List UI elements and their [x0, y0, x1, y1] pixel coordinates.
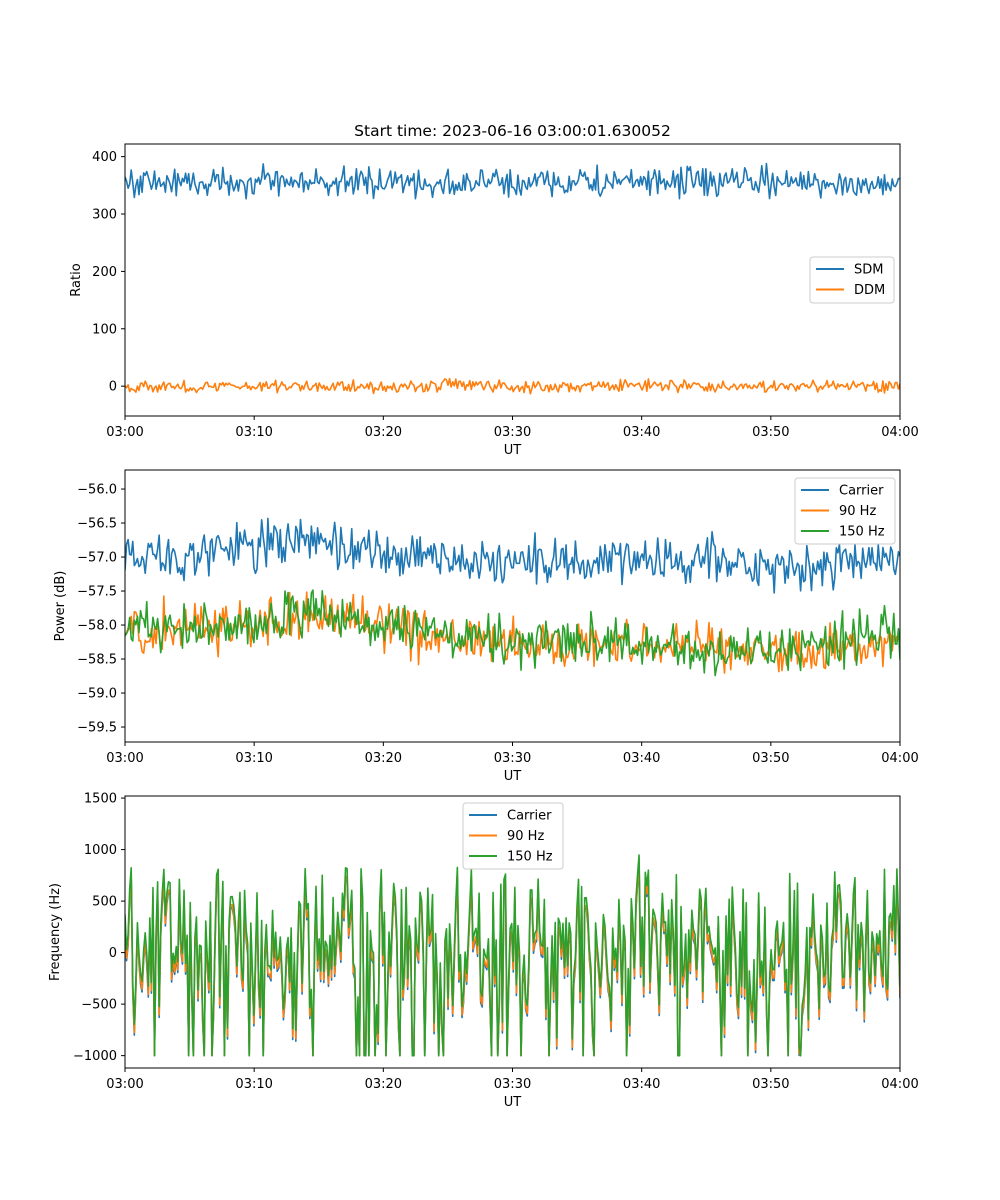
x-tick-label: 03:30: [494, 751, 531, 766]
legend-box: [794, 477, 896, 545]
x-tick-label: 03:00: [106, 425, 143, 440]
legend: Carrier 90 Hz 150 Hz: [794, 477, 896, 545]
legend: SDM DDM: [809, 256, 895, 304]
series-line-150-hz: [125, 589, 900, 677]
legend-entry: SDM: [854, 263, 883, 278]
chart-title: Start time: 2023-06-16 03:00:01.630052: [354, 122, 671, 140]
plot-frame: [124, 469, 901, 743]
y-tick-label: 500: [92, 895, 117, 910]
x-axis-label: UT: [504, 443, 522, 458]
x-tick-label: 03:00: [106, 751, 143, 766]
y-axis-label: Power (dB): [53, 571, 68, 642]
y-tick-label: −58.5: [77, 653, 117, 668]
y-tick-label: −57.5: [77, 585, 117, 600]
legend-entry: 90 Hz: [839, 504, 876, 519]
legend-entry: 90 Hz: [507, 829, 544, 844]
x-tick-label: 03:50: [752, 425, 789, 440]
x-tick-label: 03:40: [623, 1077, 660, 1092]
legend-entry: DDM: [854, 283, 885, 298]
series-lines: [125, 517, 900, 677]
legend-entry: Carrier: [507, 809, 552, 824]
chart-panel-1: Start time: 2023-06-16 03:00:01.63005203…: [69, 122, 919, 458]
legend-entry: Carrier: [839, 484, 884, 499]
x-tick-label: 03:50: [752, 1077, 789, 1092]
x-tick-label: 03:10: [235, 425, 272, 440]
series-lines: [125, 854, 900, 1057]
y-tick-label: −1000: [73, 1049, 117, 1064]
x-tick-label: 03:50: [752, 751, 789, 766]
chart-panel-2: 03:00 03:10 03:20 03:30 03:40 03:50 04:00 −59.5…: [53, 469, 919, 784]
legend-entry: 150 Hz: [839, 525, 885, 540]
x-tick-label: 04:00: [881, 751, 918, 766]
legend-box: [462, 802, 564, 870]
y-tick-label: −56.0: [77, 483, 117, 498]
series-line-ddm: [125, 377, 900, 395]
y-tick-label: 0: [109, 380, 117, 395]
series-line-sdm: [125, 162, 900, 200]
x-tick-label: 03:20: [365, 751, 402, 766]
x-axis-label: UT: [504, 1095, 522, 1110]
y-tick-label: −58.0: [77, 619, 117, 634]
x-tick-label: 03:40: [623, 751, 660, 766]
x-axis-label: UT: [504, 769, 522, 784]
x-tick-label: 03:40: [623, 425, 660, 440]
y-tick-label: 1000: [84, 843, 117, 858]
y-tick-label: 0: [109, 946, 117, 961]
plot-frame: [124, 143, 901, 417]
legend: Carrier 90 Hz 150 Hz: [462, 802, 564, 870]
x-tick-label: 03:20: [365, 1077, 402, 1092]
y-axis-label: Frequency (Hz): [48, 883, 63, 981]
x-tick-label: 03:20: [365, 425, 402, 440]
x-tick-label: 03:00: [106, 1077, 143, 1092]
legend-entry: 150 Hz: [507, 850, 553, 865]
x-tick-label: 03:30: [494, 425, 531, 440]
y-axis-label: Ratio: [69, 263, 84, 296]
y-tick-label: 400: [92, 150, 117, 165]
x-tick-label: 03:10: [235, 1077, 272, 1092]
series-line-150-hz: [125, 854, 900, 1057]
y-tick-label: 300: [92, 208, 117, 223]
series-lines: [125, 162, 900, 395]
y-tick-label: −59.0: [77, 687, 117, 702]
y-tick-label: −500: [81, 998, 117, 1013]
y-tick-label: 1500: [84, 792, 117, 807]
y-tick-label: −59.5: [77, 721, 117, 736]
x-tick-label: 03:30: [494, 1077, 531, 1092]
y-tick-label: 200: [92, 265, 117, 280]
y-tick-label: −57.0: [77, 551, 117, 566]
x-tick-label: 03:10: [235, 751, 272, 766]
y-tick-label: 100: [92, 322, 117, 337]
series-line-carrier: [125, 517, 900, 594]
x-tick-label: 04:00: [881, 1077, 918, 1092]
y-tick-label: −56.5: [77, 517, 117, 532]
x-tick-label: 04:00: [881, 425, 918, 440]
chart-panel-3: 03:00 03:10 03:20 03:30 03:40 03:50 04:00 −1000…: [48, 792, 919, 1110]
